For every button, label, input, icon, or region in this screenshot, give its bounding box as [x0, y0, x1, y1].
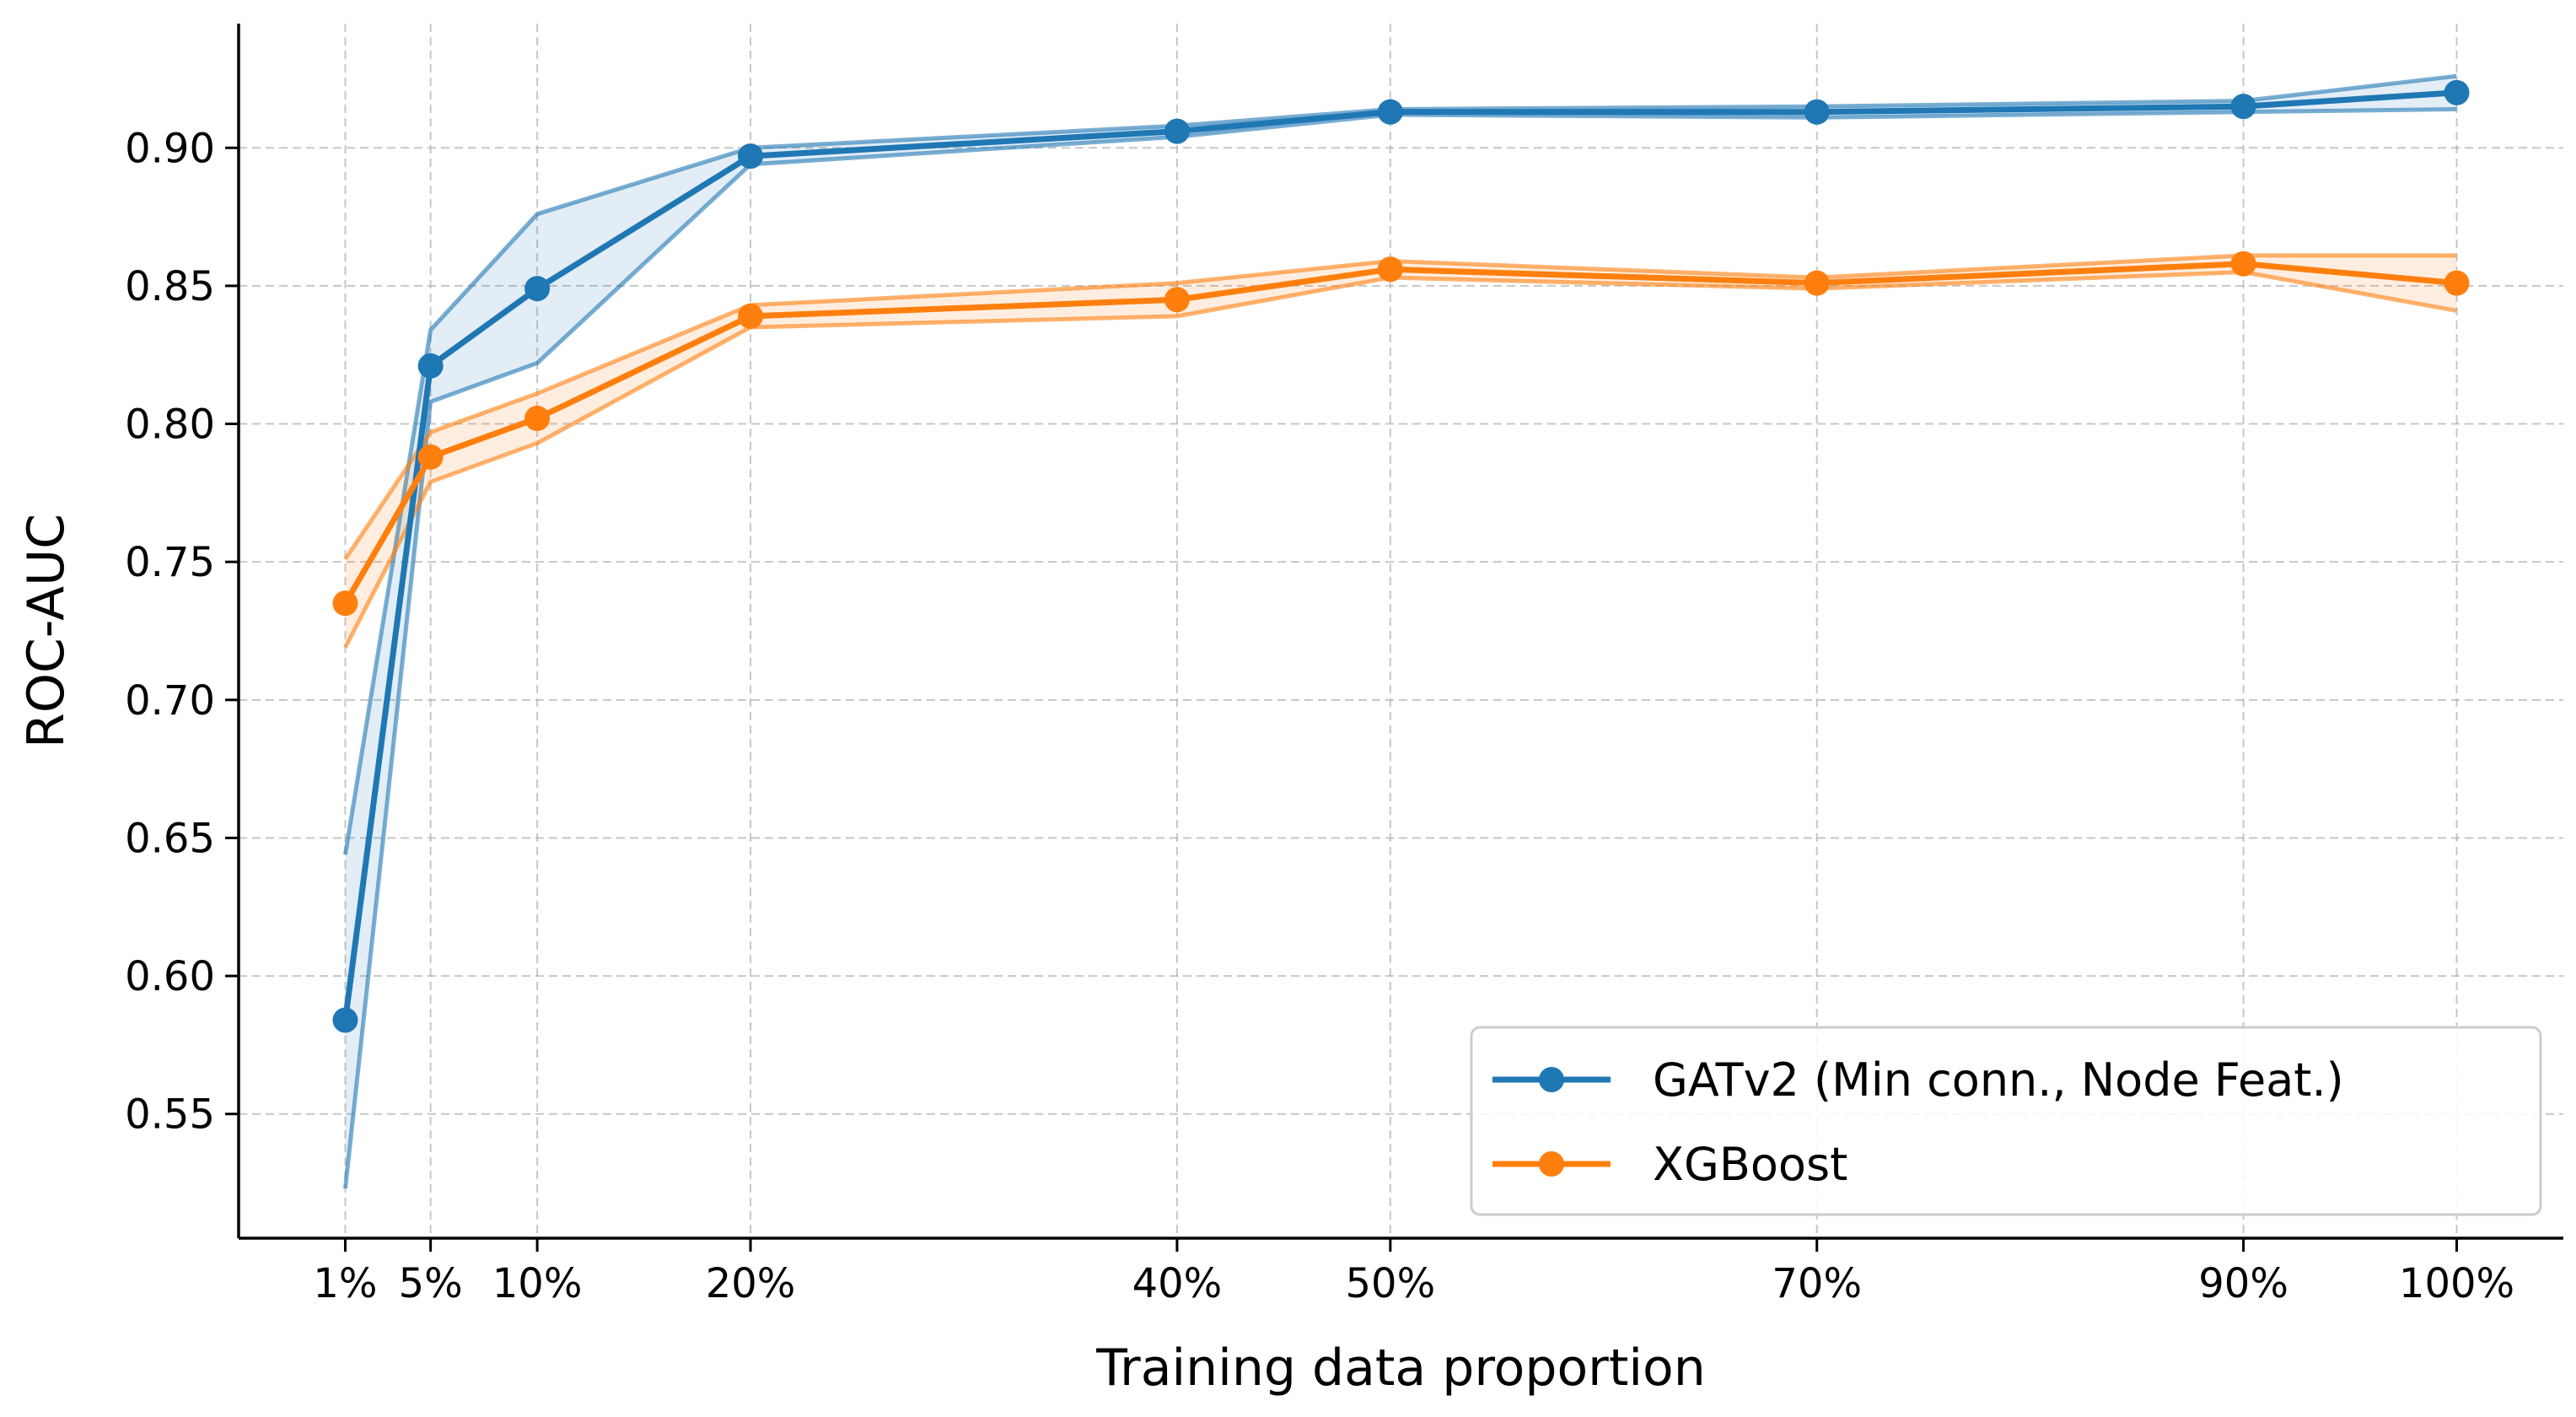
xgboost-data-point: [1804, 270, 1830, 296]
x-tick-label: 100%: [2399, 1260, 2514, 1307]
y-tick-label: 0.80: [125, 401, 215, 449]
gatv2-data-point: [2444, 79, 2470, 105]
xgboost-data-point: [417, 444, 444, 470]
tick-labels: 1% 5% 10% 20% 40% 50% 70% 90% 100% 0.55 0.60 0.65 0.…: [125, 125, 2514, 1307]
x-tick-label: 50%: [1346, 1260, 1436, 1307]
xgboost-data-point: [738, 303, 764, 329]
y-tick-label: 0.85: [125, 263, 215, 310]
x-tick-label: 10%: [492, 1260, 583, 1307]
xgboost-upper-bound-line: [343, 253, 2457, 561]
xgboost-data-point: [1377, 256, 1403, 283]
x-tick-label: 1%: [313, 1260, 377, 1307]
axes: [225, 24, 2563, 1252]
legend-gatv2-marker: [1539, 1067, 1564, 1092]
gatv2-data-point: [1164, 118, 1190, 144]
y-axis-title: ROC-AUC: [17, 514, 76, 748]
xgboost-data-point: [2230, 251, 2256, 277]
x-axis-title: Training data proportion: [1095, 1339, 1706, 1398]
gatv2-data-point: [2230, 94, 2256, 120]
xgboost-data-point: [1164, 287, 1190, 313]
gatv2-data-point: [1377, 99, 1403, 125]
x-tick-label: 70%: [1772, 1260, 1862, 1307]
series-markers: [332, 79, 2470, 1033]
gatv2-data-point: [524, 276, 551, 302]
xgboost-data-point: [2444, 270, 2470, 296]
legend: GATv2 (Min conn., Node Feat.) XGBoost: [1470, 1026, 2542, 1216]
x-tick-label: 90%: [2198, 1260, 2288, 1307]
y-tick-label: 0.65: [125, 815, 215, 862]
y-tick-label: 0.60: [125, 953, 215, 1000]
y-tick-label: 0.55: [125, 1091, 215, 1139]
x-tick-label: 20%: [706, 1260, 796, 1307]
legend-xgboost-marker: [1539, 1151, 1564, 1177]
xgboost-lower-bound-line: [343, 270, 2457, 649]
x-tick-label: 40%: [1132, 1260, 1223, 1307]
y-tick-label: 0.70: [125, 677, 215, 725]
gatv2-data-point: [332, 1007, 358, 1033]
xgboost-data-point: [332, 590, 358, 617]
y-tick-label: 0.90: [125, 125, 215, 172]
gatv2-data-point: [1804, 99, 1830, 125]
legend-gatv2-label: GATv2 (Min conn., Node Feat.): [1653, 1053, 2344, 1107]
legend-xgboost-label: XGBoost: [1653, 1138, 1847, 1191]
gatv2-data-point: [738, 143, 764, 170]
gatv2-data-point: [417, 353, 444, 379]
y-tick-label: 0.75: [125, 539, 215, 586]
legend-box: [1470, 1026, 2542, 1216]
xgboost-data-point: [524, 406, 551, 431]
x-tick-label: 5%: [399, 1260, 463, 1307]
